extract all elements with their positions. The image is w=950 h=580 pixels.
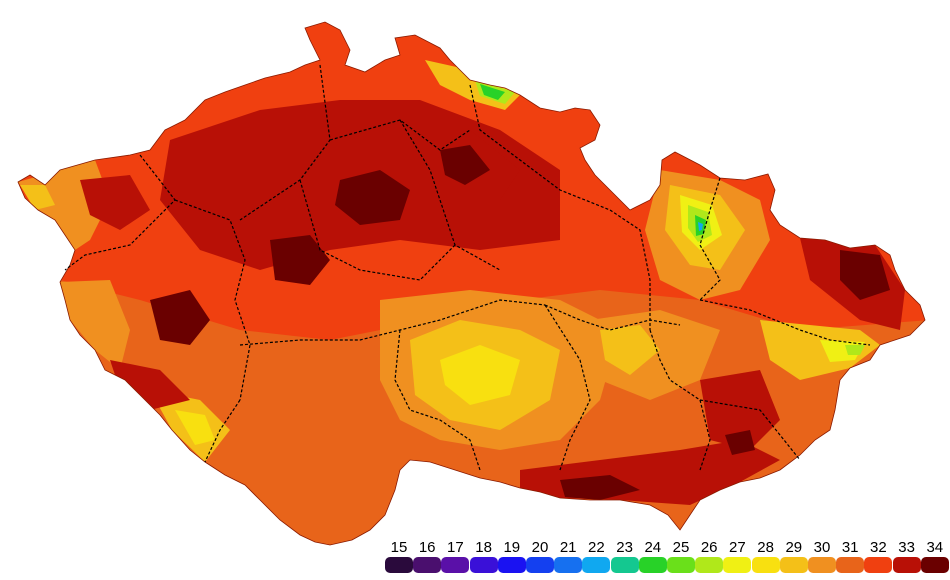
legend-item-32: 32 (863, 540, 893, 576)
legend-item-15: 15 (384, 540, 414, 576)
legend-swatch (667, 557, 695, 573)
legend-item-23: 23 (610, 540, 640, 576)
legend-swatch (723, 557, 752, 573)
legend-swatch (864, 557, 893, 573)
legend-label: 23 (616, 539, 633, 556)
legend-swatch (582, 557, 611, 573)
legend-label: 21 (559, 539, 577, 556)
legend-label: 20 (531, 539, 549, 556)
legend-swatch (751, 557, 780, 573)
legend-swatch (469, 557, 498, 573)
legend-swatch (610, 557, 639, 573)
legend-swatch (441, 557, 470, 573)
legend-item-27: 27 (722, 540, 752, 576)
temperature-legend: 15 16 17 18 19 20 21 22 23 24 25 26 27 28 29 30 31 32 33 34 (384, 540, 949, 576)
legend-item-25: 25 (666, 540, 696, 576)
legend-label: 32 (870, 539, 887, 556)
legend-item-24: 24 (638, 540, 668, 576)
legend-item-20: 20 (525, 540, 555, 576)
legend-label: 25 (672, 539, 690, 556)
legend-item-34: 34 (920, 540, 950, 576)
legend-item-26: 26 (694, 540, 724, 576)
legend-swatch (638, 557, 667, 573)
legend-item-17: 17 (440, 540, 470, 576)
legend-label: 31 (841, 539, 859, 556)
legend-item-21: 21 (553, 540, 583, 576)
legend-item-31: 31 (835, 540, 865, 576)
legend-item-29: 29 (779, 540, 809, 576)
legend-item-18: 18 (469, 540, 499, 576)
legend-label: 19 (503, 539, 521, 556)
legend-label: 18 (475, 539, 492, 556)
legend-label: 30 (813, 539, 831, 556)
legend-label: 15 (390, 539, 408, 556)
legend-item-22: 22 (581, 540, 611, 576)
legend-label: 16 (418, 539, 436, 556)
legend-swatch (836, 557, 865, 573)
legend-swatch (554, 557, 583, 573)
legend-label: 29 (785, 539, 803, 556)
legend-swatch (695, 557, 724, 573)
legend-swatch (413, 557, 442, 573)
legend-swatch (526, 557, 554, 573)
region-borders (64, 64, 871, 471)
legend-swatch (385, 557, 413, 573)
legend-label: 34 (926, 539, 944, 556)
legend-label: 22 (588, 539, 605, 556)
legend-label: 27 (729, 539, 746, 556)
legend-item-19: 19 (497, 540, 527, 576)
legend-swatch (779, 557, 808, 573)
legend-item-16: 16 (412, 540, 442, 576)
legend-label: 33 (898, 539, 915, 556)
legend-swatch (892, 557, 921, 573)
legend-swatch (808, 557, 836, 573)
legend-item-33: 33 (892, 540, 922, 576)
legend-label: 28 (757, 539, 774, 556)
legend-label: 26 (700, 539, 718, 556)
legend-label: 17 (447, 539, 464, 556)
legend-label: 24 (644, 539, 662, 556)
legend-swatch (920, 557, 949, 573)
legend-swatch (497, 557, 526, 573)
legend-item-28: 28 (751, 540, 781, 576)
legend-item-30: 30 (807, 540, 837, 576)
